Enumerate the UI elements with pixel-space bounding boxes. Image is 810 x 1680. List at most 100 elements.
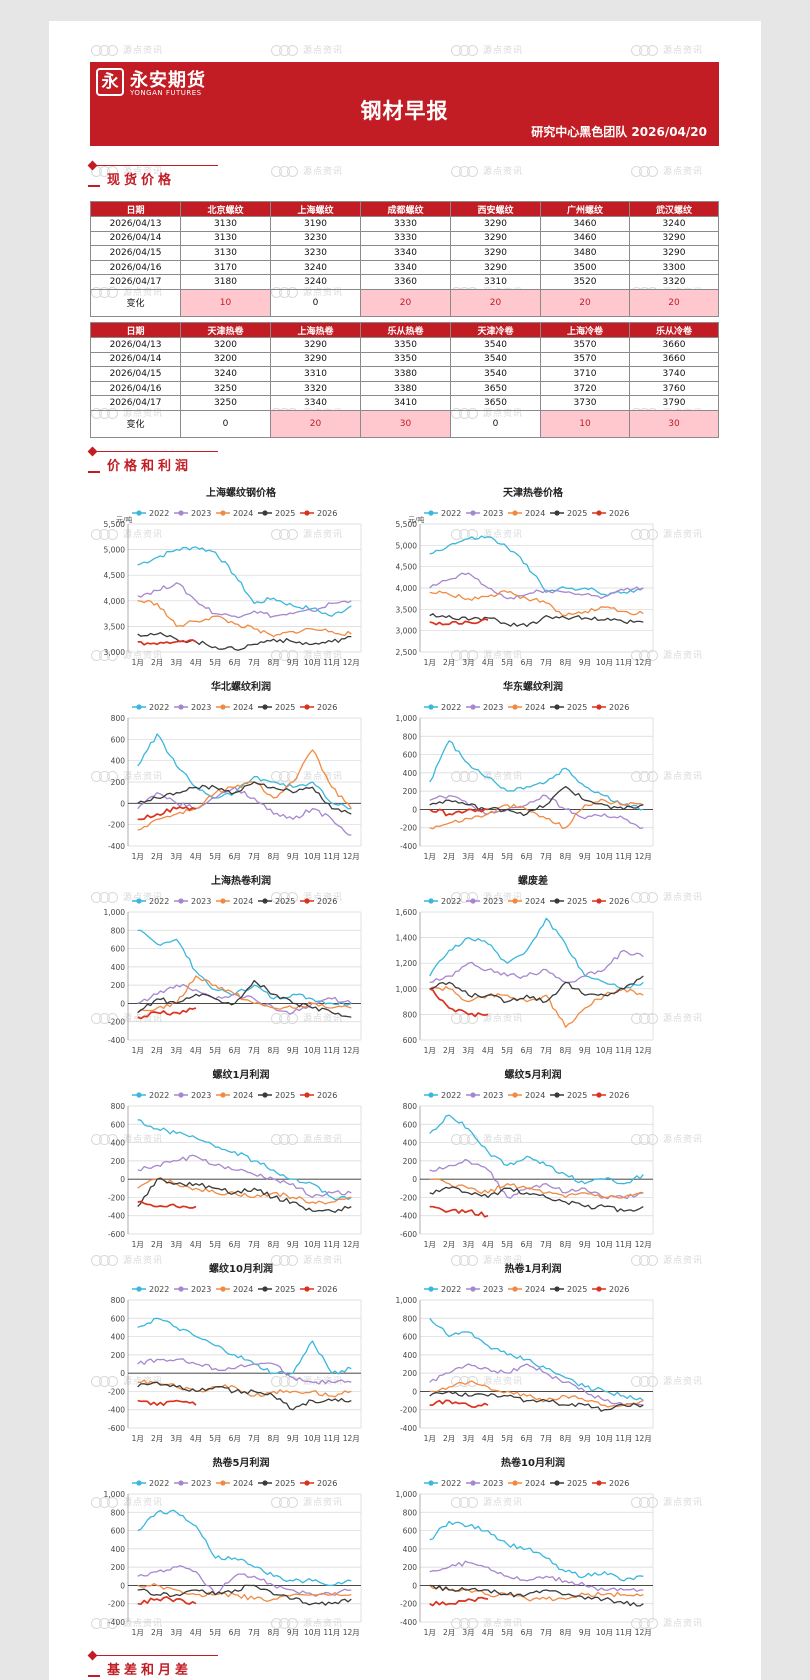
x-tick-label: 6月 bbox=[521, 1046, 533, 1055]
y-tick-label: -600 bbox=[108, 1230, 125, 1239]
x-tick-label: 10月 bbox=[304, 1240, 321, 1249]
x-tick-label: 7月 bbox=[248, 1046, 260, 1055]
spot-price-table-rebar: 日期 北京螺纹 上海螺纹 成都螺纹 西安螺纹 广州螺纹 武汉螺纹 2026/04/13 3130… bbox=[90, 201, 719, 317]
x-tick-label: 8月 bbox=[559, 658, 571, 667]
table-row: 2026/04/17 3180 3240 3360 3310 3520 3320 bbox=[90, 274, 719, 290]
x-tick-label: 9月 bbox=[287, 658, 299, 667]
legend-item: 2026 bbox=[300, 1479, 337, 1488]
series-line-2025 bbox=[137, 1584, 352, 1606]
legend-item: 2025 bbox=[258, 1091, 295, 1100]
legend-item: 2022 bbox=[132, 1285, 169, 1294]
y-tick-label: 800 bbox=[403, 1508, 418, 1517]
svg-text:2024: 2024 bbox=[525, 1091, 545, 1100]
series-line-2026 bbox=[137, 1399, 197, 1407]
x-tick-label: 12月 bbox=[635, 1046, 652, 1055]
svg-text:2023: 2023 bbox=[483, 1479, 503, 1488]
y-tick-label: 5,000 bbox=[104, 546, 126, 555]
y-tick-label: 800 bbox=[403, 1010, 418, 1019]
svg-text:2026: 2026 bbox=[609, 897, 629, 906]
svg-text:2023: 2023 bbox=[483, 1285, 503, 1294]
date-cell: 2026/04/13 bbox=[90, 216, 181, 232]
x-tick-label: 2月 bbox=[443, 1628, 455, 1637]
svg-text:2025: 2025 bbox=[275, 1091, 295, 1100]
y-tick-label: 200 bbox=[111, 1157, 126, 1166]
x-tick-label: 12月 bbox=[343, 1434, 360, 1443]
price-cell: 3570 bbox=[540, 351, 630, 368]
legend-item: 2026 bbox=[592, 1479, 629, 1488]
x-tick-label: 7月 bbox=[540, 1628, 552, 1637]
watermark: 源点资讯 bbox=[631, 1132, 703, 1145]
chart-title: 热卷5月利润 bbox=[213, 1456, 270, 1469]
legend-item: 2023 bbox=[466, 703, 503, 712]
change-row: 变化 0 20 30 0 10 30 bbox=[90, 409, 719, 438]
legend-item: 2022 bbox=[132, 897, 169, 906]
price-cell: 3790 bbox=[629, 395, 719, 411]
chart-title: 华东螺纹利润 bbox=[503, 680, 563, 693]
x-tick-label: 7月 bbox=[248, 852, 260, 861]
y-tick-label: 200 bbox=[403, 1369, 418, 1378]
svg-text:2024: 2024 bbox=[233, 1285, 253, 1294]
price-cell: 3320 bbox=[270, 380, 361, 397]
legend-item: 2026 bbox=[300, 509, 337, 518]
x-tick-label: 2月 bbox=[151, 1434, 163, 1443]
series-line-2026 bbox=[429, 808, 489, 817]
change-cell: 20 bbox=[270, 409, 361, 438]
x-tick-label: 3月 bbox=[462, 658, 474, 667]
x-tick-label: 4月 bbox=[482, 852, 494, 861]
column-header: 成都螺纹 bbox=[360, 201, 451, 217]
price-cell: 3180 bbox=[180, 274, 271, 290]
series-line-2023 bbox=[137, 582, 352, 619]
y-tick-label: 200 bbox=[111, 1351, 126, 1360]
legend-item: 2024 bbox=[216, 1479, 253, 1488]
chart-title: 螺纹1月利润 bbox=[213, 1068, 270, 1081]
legend-item: 2023 bbox=[174, 897, 211, 906]
date-cell: 2026/04/14 bbox=[90, 230, 181, 247]
y-tick-label: 5,500 bbox=[396, 520, 418, 529]
y-tick-label: -400 bbox=[400, 1618, 417, 1627]
price-cell: 3130 bbox=[180, 245, 271, 261]
column-header: 上海冷卷 bbox=[540, 322, 630, 338]
x-tick-label: 3月 bbox=[462, 1240, 474, 1249]
x-tick-label: 4月 bbox=[190, 1046, 202, 1055]
x-tick-label: 9月 bbox=[579, 1628, 591, 1637]
y-tick-label: -200 bbox=[400, 1406, 417, 1415]
x-tick-label: 5月 bbox=[209, 1046, 221, 1055]
y-tick-label: 1,000 bbox=[396, 985, 418, 994]
watermark: 源点资讯 bbox=[271, 1616, 343, 1629]
change-cell: 0 bbox=[270, 288, 361, 317]
x-tick-label: 9月 bbox=[579, 658, 591, 667]
price-cell: 3190 bbox=[270, 216, 361, 232]
price-cell: 3360 bbox=[360, 274, 451, 290]
y-tick-label: 600 bbox=[403, 1120, 418, 1129]
x-tick-label: 8月 bbox=[267, 1628, 279, 1637]
series-line-2024 bbox=[429, 798, 644, 830]
series-line-2026 bbox=[429, 618, 489, 626]
price-cell: 3300 bbox=[629, 259, 719, 276]
x-tick-label: 2月 bbox=[443, 852, 455, 861]
price-cell: 3240 bbox=[629, 216, 719, 232]
price-cell: 3170 bbox=[180, 259, 271, 276]
x-tick-label: 6月 bbox=[229, 1434, 241, 1443]
price-cell: 3290 bbox=[450, 216, 541, 232]
price-cell: 3380 bbox=[360, 380, 451, 397]
change-cell: 20 bbox=[360, 288, 451, 317]
legend-item: 2026 bbox=[592, 703, 629, 712]
legend-item: 2025 bbox=[550, 703, 587, 712]
y-tick-label: 0 bbox=[120, 1581, 125, 1590]
price-cell: 3250 bbox=[180, 395, 271, 411]
legend-item: 2025 bbox=[550, 509, 587, 518]
x-tick-label: 3月 bbox=[462, 1434, 474, 1443]
x-tick-label: 11月 bbox=[615, 1046, 632, 1055]
x-tick-label: 11月 bbox=[323, 1240, 340, 1249]
x-tick-label: 10月 bbox=[596, 1434, 613, 1443]
legend-item: 2022 bbox=[424, 1285, 461, 1294]
x-tick-label: 5月 bbox=[209, 658, 221, 667]
x-tick-label: 5月 bbox=[501, 1628, 513, 1637]
x-tick-label: 9月 bbox=[287, 1046, 299, 1055]
series-line-2022 bbox=[137, 929, 352, 1006]
watermark: 源点资讯 bbox=[631, 1374, 703, 1387]
x-tick-label: 2月 bbox=[443, 658, 455, 667]
unit-label: 元/吨 bbox=[408, 515, 424, 524]
change-row: 变化 10 0 20 20 20 20 bbox=[90, 288, 719, 317]
x-tick-label: 5月 bbox=[501, 1046, 513, 1055]
